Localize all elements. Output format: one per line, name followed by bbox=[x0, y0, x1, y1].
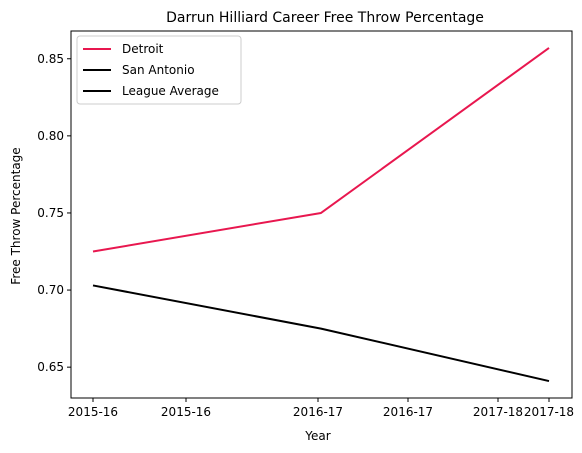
x-axis-label: Year bbox=[304, 429, 330, 443]
y-tick-label: 0.80 bbox=[37, 129, 64, 143]
plot-lines bbox=[92, 47, 550, 383]
x-tick-label: 2016-17 bbox=[383, 405, 433, 419]
x-tick-label: 2016-17 bbox=[293, 405, 343, 419]
x-axis: 2015-16 2015-16 2016-17 2016-17 2017-18 2017-… bbox=[68, 398, 574, 419]
legend: Detroit San Antonio League Average bbox=[76, 35, 242, 105]
y-axis-label: Free Throw Percentage bbox=[9, 147, 23, 284]
legend-entry: San Antonio bbox=[122, 63, 195, 77]
x-tick-label: 2017-18 bbox=[524, 405, 574, 419]
y-tick-label: 0.70 bbox=[37, 283, 64, 297]
chart-title: Darrun Hilliard Career Free Throw Percen… bbox=[166, 10, 484, 26]
y-axis: 0.65 0.70 0.75 0.80 0.85 bbox=[37, 52, 71, 374]
legend-entry: Detroit bbox=[122, 42, 164, 56]
x-tick-label: 2015-16 bbox=[68, 405, 118, 419]
y-tick-label: 0.65 bbox=[37, 360, 64, 374]
legend-entry: League Average bbox=[122, 84, 219, 98]
y-tick-label: 0.85 bbox=[37, 52, 64, 66]
x-tick-label: 2017-18 bbox=[473, 405, 523, 419]
legend-box bbox=[76, 35, 242, 105]
series-line-0 bbox=[92, 47, 550, 253]
series-line-1 bbox=[92, 284, 550, 383]
x-tick-label: 2015-16 bbox=[161, 405, 211, 419]
plot-frame bbox=[70, 30, 573, 399]
y-tick-label: 0.75 bbox=[37, 206, 64, 220]
